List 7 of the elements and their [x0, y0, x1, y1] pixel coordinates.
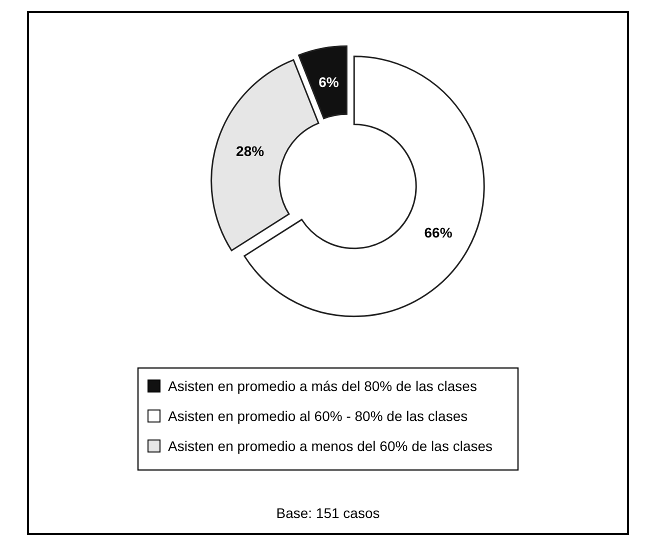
data-label: 6%: [318, 74, 340, 90]
slice-label: Asisten en promedio al 60% - 80% de las clases: [168, 408, 468, 424]
data-label: 28%: [236, 143, 265, 160]
data-label: 66%: [424, 224, 453, 241]
legend-label: Asisten en promedio a más del 80% de las clases: [168, 378, 477, 394]
legend-label: Asisten en promedio a menos del 60% de las clases: [168, 438, 493, 454]
text: Base: 151 casos: [276, 505, 380, 521]
